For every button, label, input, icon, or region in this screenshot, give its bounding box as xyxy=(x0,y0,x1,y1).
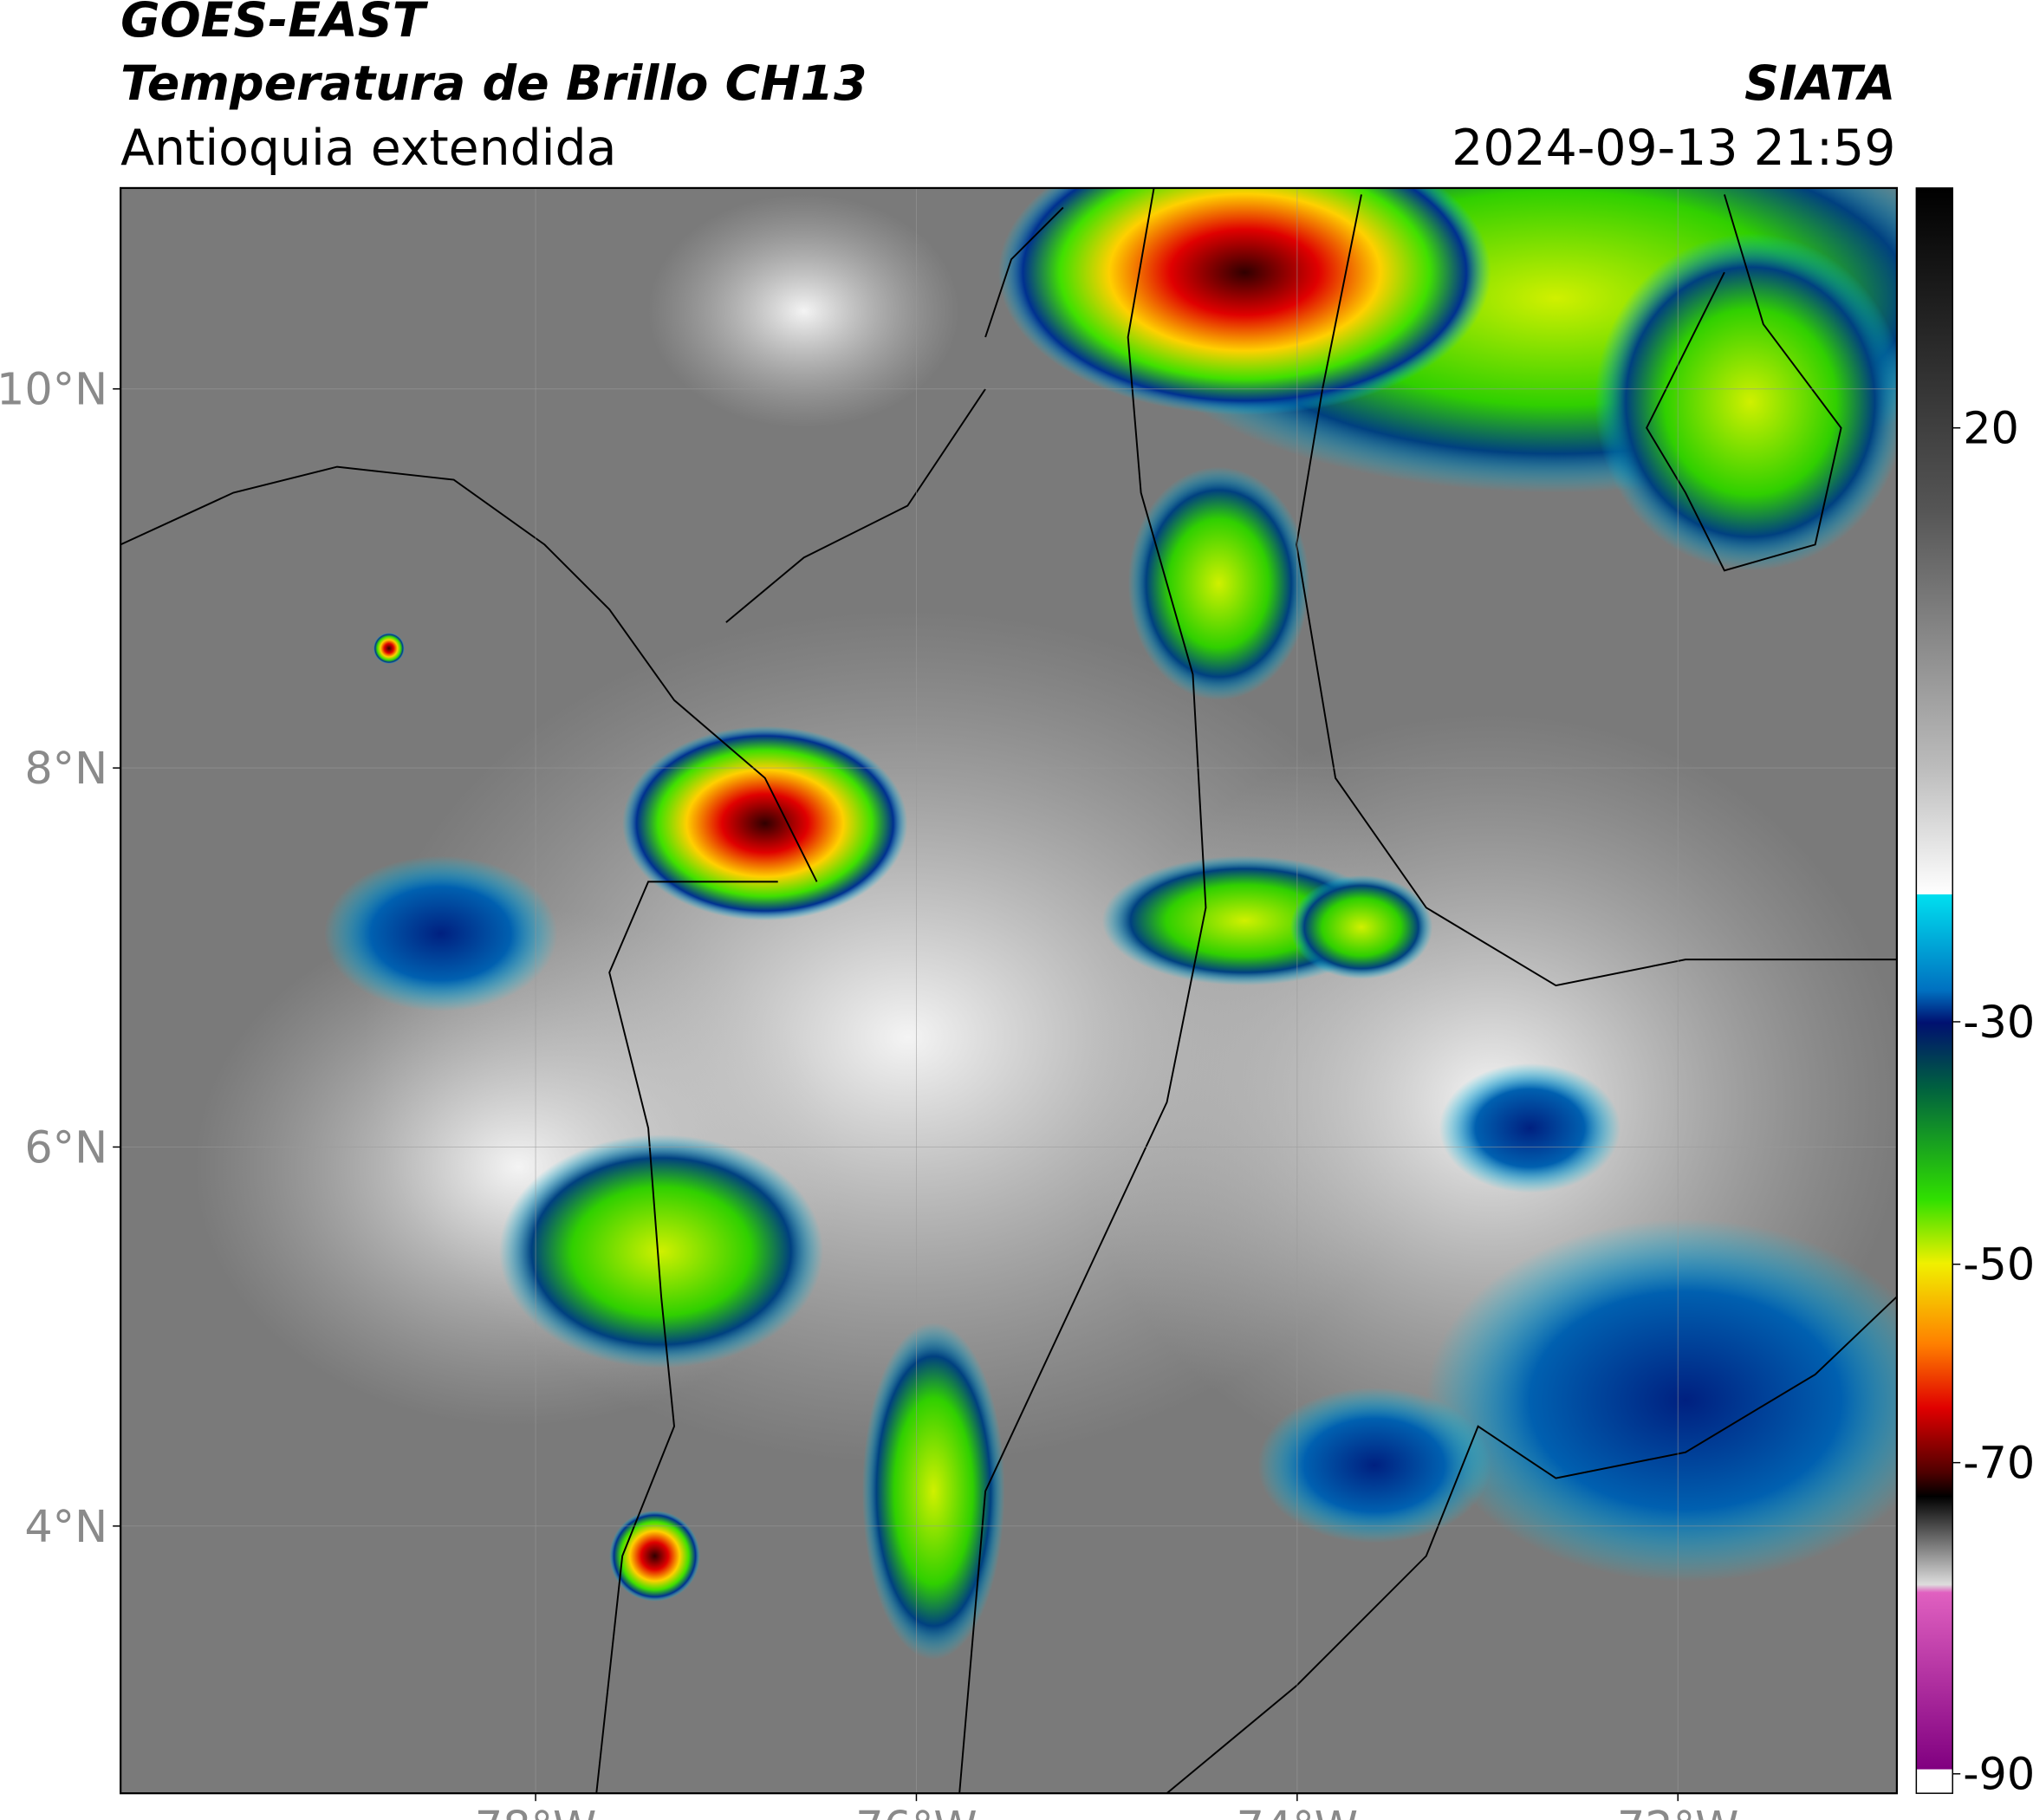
lat-tick-label: 6°N xyxy=(24,1121,107,1173)
colorbar-tick-label: -30 xyxy=(1963,997,2033,1048)
lat-tick-label: 8°N xyxy=(24,743,107,794)
lat-tick-label: 10°N xyxy=(0,364,107,415)
colorbar-tick-label: -90 xyxy=(1963,1749,2033,1800)
borders xyxy=(120,187,1897,1794)
lon-tick-label: 76°W xyxy=(855,1802,977,1820)
satellite-image xyxy=(120,187,1897,1794)
lat-tick-label: 4°N xyxy=(24,1501,107,1552)
colorbar-tick-label: 20 xyxy=(1963,403,2019,454)
lon-tick-label: 78°W xyxy=(475,1802,596,1820)
source: SIATA xyxy=(1744,56,1895,112)
colorbar xyxy=(1915,187,1953,1794)
colorbar-tick-label: -70 xyxy=(1963,1438,2033,1489)
region: Antioquia extendida xyxy=(120,120,616,177)
timestamp: 2024-09-13 21:59 xyxy=(1452,120,1895,177)
title: GOES-EAST xyxy=(120,0,429,49)
map-frame xyxy=(120,186,1899,1795)
lon-tick-label: 72°W xyxy=(1617,1802,1738,1820)
subtitle: Temperatura de Brillo CH13 xyxy=(120,56,867,112)
colorbar-tick-label: -50 xyxy=(1963,1239,2033,1290)
lon-tick-label: 74°W xyxy=(1237,1802,1358,1820)
